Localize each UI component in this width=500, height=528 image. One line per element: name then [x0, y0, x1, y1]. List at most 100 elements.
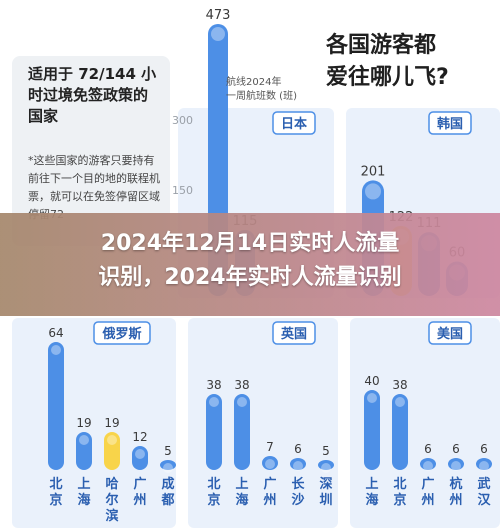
bar — [48, 342, 64, 470]
axis-label-300: 300 — [172, 114, 193, 127]
category-label: 深 — [319, 476, 332, 492]
category-label: 圳 — [319, 492, 332, 508]
bar-value-label: 38 — [206, 378, 221, 392]
category-label: 长 — [291, 476, 305, 492]
bar — [76, 432, 92, 470]
category-label: 上 — [77, 477, 90, 492]
category-label: 州 — [132, 493, 146, 508]
chart-panel — [12, 318, 176, 528]
category-label: 尔 — [105, 492, 118, 508]
legend-line-2: 一周航班数 (班) — [226, 91, 297, 102]
category-label: 哈 — [105, 476, 118, 492]
category-label: 汉 — [477, 492, 491, 508]
country-label: 韩国 — [437, 116, 463, 132]
category-label: 广 — [421, 476, 434, 492]
bar-cap — [293, 461, 303, 471]
banner-line-2: 识别，2024年实时人流量识别 — [98, 265, 402, 290]
bar-cap — [451, 461, 461, 471]
category-label: 州 — [448, 493, 462, 508]
bar-value-label: 5 — [322, 444, 330, 458]
bar — [206, 394, 222, 470]
bar — [420, 458, 436, 470]
bar-cap — [163, 463, 173, 473]
bar — [132, 446, 148, 470]
category-label: 广 — [263, 476, 276, 492]
category-label: 杭 — [449, 476, 462, 492]
category-label: 北 — [207, 477, 220, 492]
category-label: 州 — [262, 493, 276, 508]
banner-text: 2024年12月14日实时人流量 识别，2024年实时人流量识别 — [0, 227, 500, 295]
category-label: 都 — [160, 492, 174, 508]
bar-cap — [211, 27, 225, 41]
country-label: 英国 — [280, 326, 307, 342]
bar-cap — [395, 397, 405, 407]
bar-value-label: 38 — [234, 378, 249, 392]
category-label: 海 — [77, 492, 90, 508]
bar-value-label: 64 — [48, 326, 63, 340]
category-label: 京 — [49, 492, 62, 508]
headline-line-2: 爱往哪儿飞? — [326, 65, 449, 90]
category-label: 海 — [235, 492, 248, 508]
legend-annotation: 航线2024年 一周航班数 (班) — [226, 76, 297, 104]
bar-cap — [321, 463, 331, 473]
bar — [160, 460, 176, 470]
country-tag — [428, 111, 472, 135]
bar-value-label: 40 — [364, 374, 379, 388]
bar-value-label: 6 — [452, 442, 460, 456]
category-label: 上 — [235, 477, 248, 492]
bar-value-label: 5 — [164, 444, 172, 458]
axis-label-150: 150 — [172, 184, 193, 197]
bar — [392, 394, 408, 470]
bar-cap — [367, 393, 377, 403]
bar-value-label: 473 — [206, 8, 231, 23]
bar-value-label: 19 — [104, 416, 119, 430]
bar-cap — [51, 345, 61, 355]
category-label: 武 — [477, 476, 490, 492]
bar — [262, 456, 278, 470]
category-label: 海 — [365, 492, 378, 508]
chart-panel — [188, 318, 338, 528]
chart-panel — [350, 318, 500, 528]
bar-value-label: 6 — [480, 442, 488, 456]
category-label: 京 — [207, 492, 220, 508]
bar-cap — [423, 461, 433, 471]
country-label: 俄罗斯 — [101, 326, 141, 342]
bar — [104, 432, 120, 470]
category-label: 成 — [161, 476, 174, 492]
category-label: 州 — [420, 493, 434, 508]
bar-value-label: 201 — [361, 164, 386, 179]
bar-value-label: 6 — [424, 442, 432, 456]
headline: 各国游客都 爱往哪儿飞? — [326, 30, 486, 94]
banner-line-1: 2024年12月14日实时人流量 — [100, 231, 400, 256]
bar-cap — [79, 435, 89, 445]
country-label: 美国 — [437, 326, 463, 342]
category-label: 上 — [365, 477, 378, 492]
category-label: 京 — [393, 492, 406, 508]
bar-value-label: 12 — [132, 430, 147, 444]
category-label: 滨 — [105, 508, 118, 524]
bar — [318, 460, 334, 470]
bar-cap — [479, 461, 489, 471]
legend-line-1: 航线2024年 — [226, 77, 282, 88]
category-label: 沙 — [291, 493, 304, 508]
bar-cap — [107, 435, 117, 445]
bar-value-label: 38 — [392, 378, 407, 392]
category-label: 北 — [49, 477, 62, 492]
country-tag — [272, 111, 316, 135]
category-label: 北 — [393, 477, 406, 492]
info-note: *这些国家的游客只要持有前往下一个目的地的联程机票，就可以在免签停留区域停留72 — [28, 154, 160, 221]
bar-cap — [237, 397, 247, 407]
bar — [448, 458, 464, 470]
bar — [364, 390, 380, 470]
bar-cap — [209, 397, 219, 407]
category-label: 广 — [133, 476, 146, 492]
country-tag — [93, 321, 151, 345]
info-title: 适用于 72/144 小时过境免签政策的国家 — [28, 65, 157, 125]
country-tag — [272, 321, 316, 345]
bar-value-label: 6 — [294, 442, 302, 456]
country-tag — [428, 321, 472, 345]
bar-cap — [135, 449, 145, 459]
title-banner: 2024年12月14日实时人流量 识别，2024年实时人流量识别 — [0, 213, 500, 316]
bar-value-label: 7 — [266, 440, 274, 454]
